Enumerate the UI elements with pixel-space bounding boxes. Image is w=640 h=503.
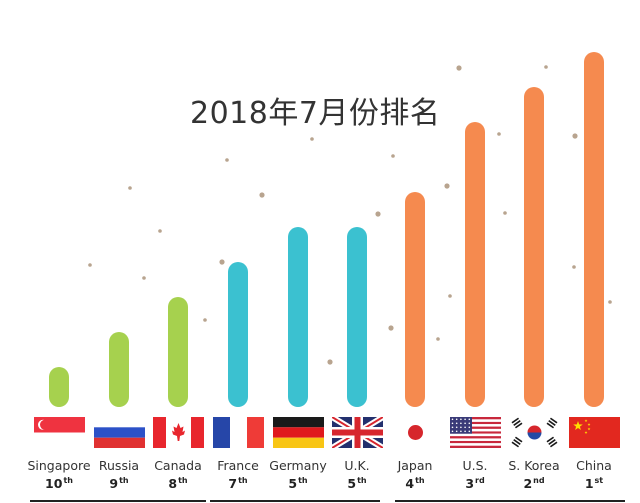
- country-label: U.K.: [344, 458, 370, 473]
- rank-label: 8th: [146, 476, 210, 491]
- bar-russia: [109, 332, 129, 407]
- bar-singapore: [49, 367, 69, 407]
- rank-number: 2: [523, 476, 533, 491]
- germany-flag: [272, 417, 324, 448]
- country-label: China: [576, 458, 612, 473]
- france-flag: [212, 417, 264, 448]
- canada-flag: [152, 417, 204, 448]
- bar-s-korea: [524, 87, 544, 407]
- chart-title: 2018年7月份排名: [190, 96, 441, 131]
- rank-label: 1st: [562, 476, 626, 491]
- decorative-dot: [456, 65, 462, 71]
- china-flag: [568, 417, 620, 448]
- rank-label: 5th: [266, 476, 330, 491]
- rank-number: 1: [584, 476, 594, 491]
- rank-suffix: th: [357, 476, 367, 485]
- rank-suffix: th: [298, 476, 308, 485]
- decorative-dot: [503, 211, 507, 215]
- decorative-dot: [128, 186, 132, 190]
- decorative-dot: [142, 276, 146, 280]
- rank-label: 9th: [87, 476, 151, 491]
- decorative-dot: [544, 65, 548, 69]
- rank-suffix: th: [119, 476, 129, 485]
- country-label: Russia: [98, 458, 140, 473]
- bar-china: [584, 52, 604, 407]
- rank-number: 4: [405, 476, 415, 491]
- rank-number: 10: [45, 476, 63, 491]
- rank-number: 5: [347, 476, 357, 491]
- rank-number: 3: [465, 476, 475, 491]
- rank-suffix: st: [594, 476, 604, 485]
- decorative-dot: [391, 154, 395, 158]
- rank-label: 2nd: [502, 476, 566, 491]
- rank-suffix: th: [238, 476, 248, 485]
- decorative-dot: [310, 137, 314, 141]
- decorative-dot: [497, 132, 501, 136]
- rank-suffix: nd: [533, 476, 545, 485]
- decorative-dot: [444, 183, 450, 189]
- decorative-dot: [572, 265, 576, 269]
- south-korea-flag: [508, 417, 560, 448]
- rank-number: 5: [288, 476, 298, 491]
- singapore-flag: [33, 417, 85, 448]
- rank-suffix: rd: [475, 476, 485, 485]
- rank-label: 3rd: [443, 476, 507, 491]
- rank-label: 7th: [206, 476, 270, 491]
- bar-germany: [288, 227, 308, 407]
- russia-flag: [93, 417, 145, 448]
- rank-label: 5th: [325, 476, 389, 491]
- bar-japan: [405, 192, 425, 407]
- bar-u-s-: [465, 122, 485, 407]
- rank-label: 10th: [27, 476, 91, 491]
- decorative-dot: [572, 133, 578, 139]
- decorative-dot: [436, 337, 440, 341]
- bar-u-k-: [347, 227, 367, 407]
- uk-flag: [331, 417, 383, 448]
- country-label: Canada: [154, 458, 202, 473]
- decorative-dot: [88, 263, 92, 267]
- decorative-dot: [388, 325, 394, 331]
- country-label: Japan: [397, 458, 433, 473]
- country-label: S. Korea: [508, 458, 560, 473]
- decorative-dot: [225, 158, 229, 162]
- decorative-dot: [259, 192, 265, 198]
- us-flag: [449, 417, 501, 448]
- rank-suffix: th: [63, 476, 73, 485]
- rank-suffix: th: [178, 476, 188, 485]
- decorative-dot: [608, 300, 612, 304]
- bar-canada: [168, 297, 188, 407]
- decorative-dot: [203, 318, 207, 322]
- japan-flag: [389, 417, 441, 448]
- country-label: Singapore: [27, 458, 91, 473]
- decorative-dot: [448, 294, 452, 298]
- rank-suffix: th: [415, 476, 425, 485]
- decorative-dot: [327, 359, 333, 365]
- rank-number: 9: [109, 476, 119, 491]
- rank-number: 7: [228, 476, 238, 491]
- bar-france: [228, 262, 248, 407]
- rank-number: 8: [168, 476, 178, 491]
- country-label: Germany: [269, 458, 327, 473]
- country-label: U.S.: [462, 458, 488, 473]
- decorative-dot: [375, 211, 381, 217]
- rank-label: 4th: [383, 476, 447, 491]
- country-label: France: [217, 458, 259, 473]
- decorative-dot: [219, 259, 225, 265]
- decorative-dot: [158, 229, 162, 233]
